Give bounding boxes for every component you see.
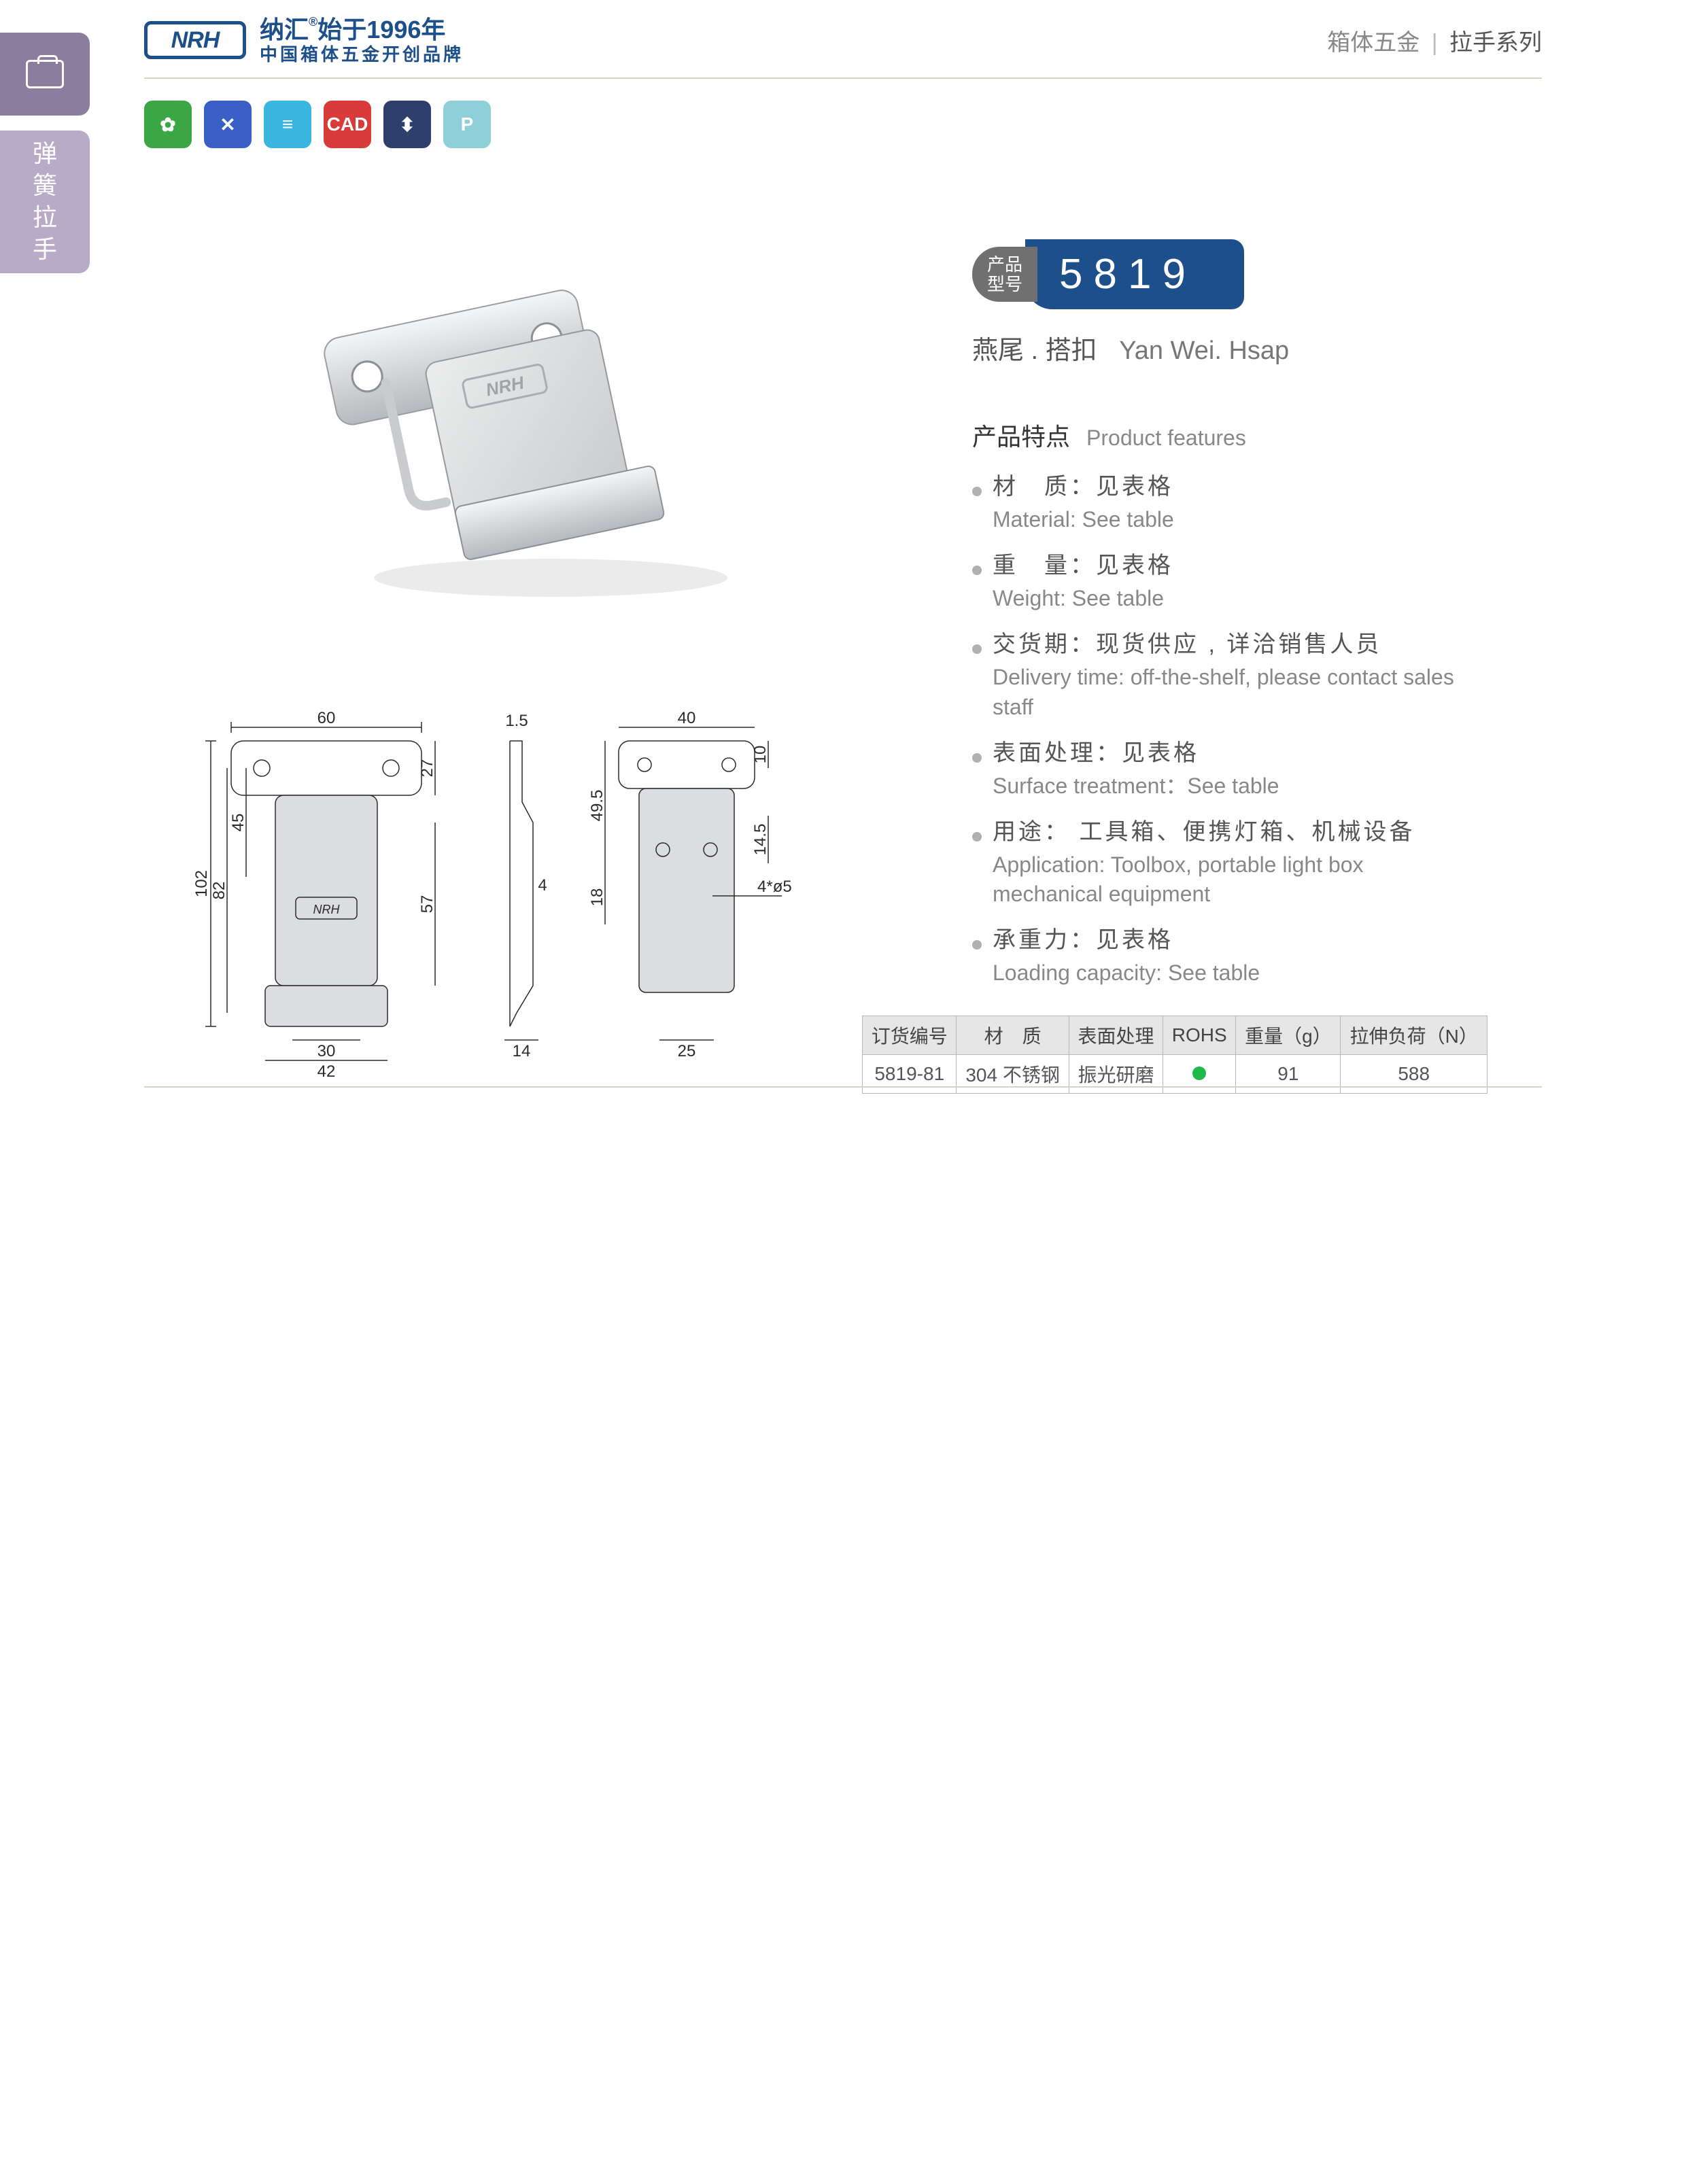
logo-text: 纳汇®始于1996年 中国箱体五金开创品牌: [260, 15, 464, 65]
bullet-icon: [972, 753, 982, 763]
product-name: 燕尾 . 搭扣 Yan Wei. Hsap: [972, 329, 1289, 366]
cad-icon: CAD: [324, 101, 371, 148]
p-icon: P: [443, 101, 491, 148]
th-rohs: ROHS: [1163, 1016, 1236, 1055]
sidebar-icon-tab[interactable]: [0, 33, 90, 116]
technical-drawings: NRH 60 102 82 45 27 57 30 42 1.5 4 14 40…: [156, 693, 816, 1081]
badge-label-1: 产品: [987, 255, 1022, 275]
name-cn: 燕尾 . 搭扣: [972, 336, 1097, 365]
features-title: 产品特点 Product features: [972, 417, 1246, 453]
feature-item: 重 量：见表格 Weight: See table: [972, 547, 1475, 613]
logo-line1: 纳汇®始于1996年: [260, 15, 464, 44]
svg-text:14.5: 14.5: [751, 824, 770, 856]
feature-cn: 材 质：见表格: [993, 474, 1173, 500]
svg-text:49.5: 49.5: [588, 790, 606, 822]
feature-en: Loading capacity: See table: [993, 958, 1475, 988]
nrh-logo: NRH: [144, 21, 246, 59]
th-code: 订货编号: [863, 1016, 957, 1055]
sidebar-char: 弹: [33, 138, 57, 170]
svg-text:NRH: NRH: [313, 903, 341, 916]
name-en: Yan Wei. Hsap: [1119, 336, 1289, 365]
feature-en: Surface treatment：See table: [993, 772, 1475, 801]
th-weight: 重量（g）: [1236, 1016, 1341, 1055]
feature-cn: 承重力：见表格: [993, 927, 1173, 953]
bullet-icon: [972, 832, 982, 842]
badge-number: 5819: [1025, 239, 1244, 309]
svg-text:60: 60: [317, 709, 336, 727]
svg-text:4*ø5: 4*ø5: [757, 878, 792, 896]
svg-text:25: 25: [678, 1042, 696, 1060]
sidebar-char: 手: [33, 234, 57, 266]
features-title-en: Product features: [1086, 426, 1246, 450]
features-list: 材 质：见表格 Material: See table 重 量：见表格 Weight:…: [972, 455, 1475, 988]
bullet-icon: [972, 940, 982, 950]
header-divider: [144, 77, 1542, 79]
svg-text:18: 18: [588, 888, 606, 907]
logo-line1-b: 始于1996年: [317, 16, 445, 44]
feature-icon-row: ✿ ✕ ≡ CAD ⬍ P: [144, 101, 491, 148]
badge-label-2: 型号: [987, 275, 1022, 294]
bullet-icon: [972, 487, 982, 496]
svg-text:30: 30: [317, 1042, 336, 1060]
case-icon: [26, 60, 64, 88]
feature-item: 表面处理：见表格 Surface treatment：See table: [972, 734, 1475, 801]
breadcrumb: 箱体五金 | 拉手系列: [1327, 24, 1542, 57]
features-title-cn: 产品特点: [972, 423, 1070, 451]
page-header: NRH 纳汇®始于1996年 中国箱体五金开创品牌 箱体五金 | 拉手系列: [144, 10, 1542, 71]
crumb-1: 箱体五金: [1327, 30, 1420, 56]
svg-text:102: 102: [192, 870, 211, 897]
model-badge: 产品 型号 5819: [972, 239, 1244, 309]
svg-text:14: 14: [513, 1042, 531, 1060]
feature-cn: 用途： 工具箱、便携灯箱、机械设备: [993, 819, 1415, 845]
crumb-sep: |: [1432, 30, 1438, 56]
crumb-2: 拉手系列: [1449, 30, 1542, 56]
bottom-divider: [144, 1086, 1542, 1088]
badge-label: 产品 型号: [972, 247, 1037, 302]
feature-item: 交货期：现货供应 , 详洽销售人员 Delivery time: off-the-…: [972, 625, 1475, 721]
sidebar-char: 簧: [33, 170, 57, 202]
logo-reg: ®: [309, 15, 317, 29]
feature-en: Material: See table: [993, 505, 1475, 534]
rohs-dot-icon: [1192, 1067, 1206, 1080]
feature-en: Delivery time: off-the-shelf, please con…: [993, 663, 1475, 721]
th-load: 拉伸负荷（N）: [1341, 1016, 1487, 1055]
spring-icon: ≡: [264, 101, 311, 148]
th-material: 材 质: [957, 1016, 1069, 1055]
svg-text:57: 57: [418, 895, 436, 914]
feature-item: 承重力：见表格 Loading capacity: See table: [972, 921, 1475, 988]
svg-text:1.5: 1.5: [505, 712, 528, 730]
svg-text:10: 10: [751, 746, 770, 764]
product-photo: NRH: [258, 231, 802, 619]
feature-en: Application: Toolbox, portable light box…: [993, 850, 1475, 909]
feature-item: 用途： 工具箱、便携灯箱、机械设备 Application: Toolbox, p…: [972, 813, 1475, 909]
logo-line2: 中国箱体五金开创品牌: [260, 44, 464, 65]
logo-block: NRH 纳汇®始于1996年 中国箱体五金开创品牌: [144, 15, 464, 65]
feature-cn: 表面处理：见表格: [993, 740, 1199, 766]
svg-text:42: 42: [317, 1062, 336, 1081]
sidebar-char: 拉: [33, 202, 57, 234]
svg-text:82: 82: [210, 882, 228, 900]
svg-text:4: 4: [538, 876, 547, 895]
svg-text:27: 27: [418, 759, 436, 778]
bullet-icon: [972, 566, 982, 575]
svg-text:45: 45: [229, 814, 247, 832]
feature-cn: 重 量：见表格: [993, 553, 1173, 578]
svg-text:40: 40: [678, 709, 696, 727]
tools-icon: ✕: [204, 101, 252, 148]
feature-en: Weight: See table: [993, 584, 1475, 613]
spec-table: 订货编号 材 质 表面处理 ROHS 重量（g） 拉伸负荷（N） 5819-81…: [862, 1016, 1487, 1094]
feature-cn: 交货期：现货供应 , 详洽销售人员: [993, 631, 1381, 657]
th-surface: 表面处理: [1069, 1016, 1163, 1055]
logo-line1-a: 纳汇: [260, 16, 309, 44]
screw-icon: ⬍: [383, 101, 431, 148]
feature-item: 材 质：见表格 Material: See table: [972, 468, 1475, 534]
eco-icon: ✿: [144, 101, 192, 148]
bullet-icon: [972, 644, 982, 654]
sidebar-category-label[interactable]: 弹 簧 拉 手: [0, 131, 90, 273]
